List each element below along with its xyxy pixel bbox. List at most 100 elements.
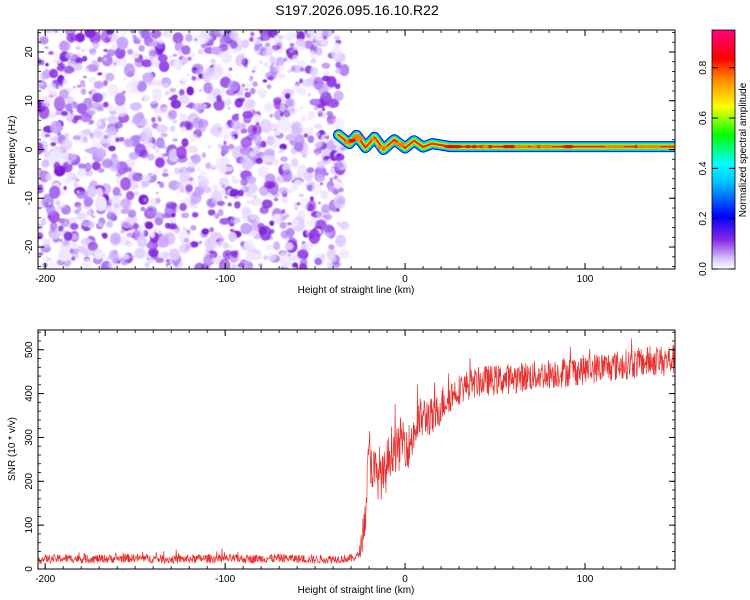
- noise-blob: [278, 35, 284, 40]
- noise-blob: [260, 47, 267, 52]
- noise-blob: [91, 161, 101, 171]
- noise-blob: [40, 71, 49, 81]
- noise-blob: [295, 38, 306, 47]
- noise-blob: [215, 241, 225, 249]
- noise-blob: [221, 51, 233, 63]
- noise-blob: [313, 123, 323, 130]
- noise-blob: [103, 57, 108, 61]
- noise-blob: [194, 262, 205, 269]
- spectrogram-xtick-label: -100: [215, 274, 235, 285]
- noise-blob: [277, 72, 286, 79]
- noise-blob: [110, 207, 115, 213]
- noise-blob: [158, 235, 170, 248]
- noise-blob: [88, 120, 95, 124]
- noise-blob: [321, 107, 326, 112]
- noise-blob: [250, 31, 255, 37]
- noise-blob: [147, 248, 159, 257]
- noise-blob: [96, 143, 104, 149]
- noise-blob: [332, 117, 344, 132]
- noise-blob: [337, 179, 342, 182]
- noise-blob: [42, 238, 51, 248]
- signal-hotspot: [647, 145, 655, 149]
- noise-blob: [176, 183, 184, 189]
- noise-blob: [218, 163, 228, 175]
- noise-blob: [314, 257, 323, 266]
- colorbar-ticks: 0.0 0.2 0.4 0.6 0.8: [698, 60, 735, 276]
- noise-blob: [185, 121, 194, 131]
- noise-blob: [53, 96, 66, 111]
- noise-blob: [279, 143, 287, 150]
- snr-xtick-label: -100: [215, 574, 235, 585]
- noise-blob: [88, 76, 97, 84]
- noise-blob: [266, 84, 272, 90]
- noise-blob: [339, 221, 350, 230]
- noise-blob: [50, 178, 54, 183]
- noise-blob: [220, 34, 233, 42]
- noise-blob: [200, 43, 207, 49]
- noise-blob: [56, 231, 61, 236]
- noise-blob: [306, 219, 317, 228]
- noise-blob: [72, 248, 79, 255]
- noise-blob: [49, 185, 61, 199]
- noise-blob: [167, 262, 172, 265]
- noise-blob: [303, 170, 314, 182]
- noise-blob: [38, 232, 44, 240]
- spectrogram-ytick-label: -10: [24, 191, 35, 206]
- noise-blob: [301, 115, 306, 122]
- spectrogram-ytick-label: -20: [24, 239, 35, 254]
- noise-blob: [81, 258, 93, 269]
- noise-blob: [152, 89, 163, 102]
- noise-blob: [257, 222, 265, 230]
- noise-blob: [299, 197, 310, 210]
- noise-blob: [260, 140, 267, 148]
- noise-blob: [191, 212, 199, 218]
- noise-blob: [191, 75, 197, 81]
- noise-blob: [309, 50, 316, 57]
- noise-blob: [273, 63, 277, 68]
- noise-blob: [181, 138, 189, 148]
- noise-blob: [125, 190, 135, 201]
- noise-blob: [329, 177, 334, 183]
- noise-blob: [305, 33, 311, 39]
- noise-blob: [106, 30, 115, 35]
- spectrogram-ytick-label: 0: [24, 146, 35, 152]
- noise-blob: [208, 30, 215, 37]
- noise-blob: [324, 214, 333, 220]
- noise-blob: [155, 191, 159, 195]
- noise-blob: [108, 260, 119, 269]
- noise-blob: [59, 89, 69, 99]
- noise-blob: [216, 200, 225, 207]
- signal-hotspot: [348, 138, 357, 143]
- noise-blob: [81, 220, 91, 227]
- noise-blob: [178, 230, 190, 245]
- noise-blob: [158, 230, 162, 234]
- noise-blob: [155, 257, 165, 264]
- noise-blob: [334, 83, 341, 90]
- noise-blob: [179, 81, 184, 84]
- noise-blob: [321, 203, 331, 214]
- noise-blob: [162, 82, 170, 89]
- noise-blob: [62, 177, 73, 184]
- noise-blob: [162, 30, 172, 38]
- noise-blob: [105, 127, 117, 135]
- noise-blob: [134, 58, 144, 68]
- noise-blob: [91, 215, 96, 219]
- noise-blob: [139, 229, 145, 236]
- noise-blob: [66, 33, 78, 43]
- noise-blob: [179, 113, 188, 122]
- noise-blob: [61, 63, 66, 68]
- noise-blob: [170, 225, 178, 230]
- noise-blob: [249, 37, 254, 42]
- noise-blob: [291, 262, 298, 269]
- noise-blob: [247, 183, 259, 194]
- noise-blob: [157, 117, 162, 122]
- noise-blob: [289, 42, 295, 47]
- noise-blob: [112, 186, 121, 197]
- noise-blob: [150, 57, 160, 68]
- noise-blob: [82, 136, 88, 143]
- noise-blob: [201, 152, 207, 158]
- noise-blob: [316, 160, 326, 169]
- noise-blob: [69, 222, 79, 230]
- noise-blob: [120, 208, 129, 214]
- noise-blob: [263, 62, 269, 67]
